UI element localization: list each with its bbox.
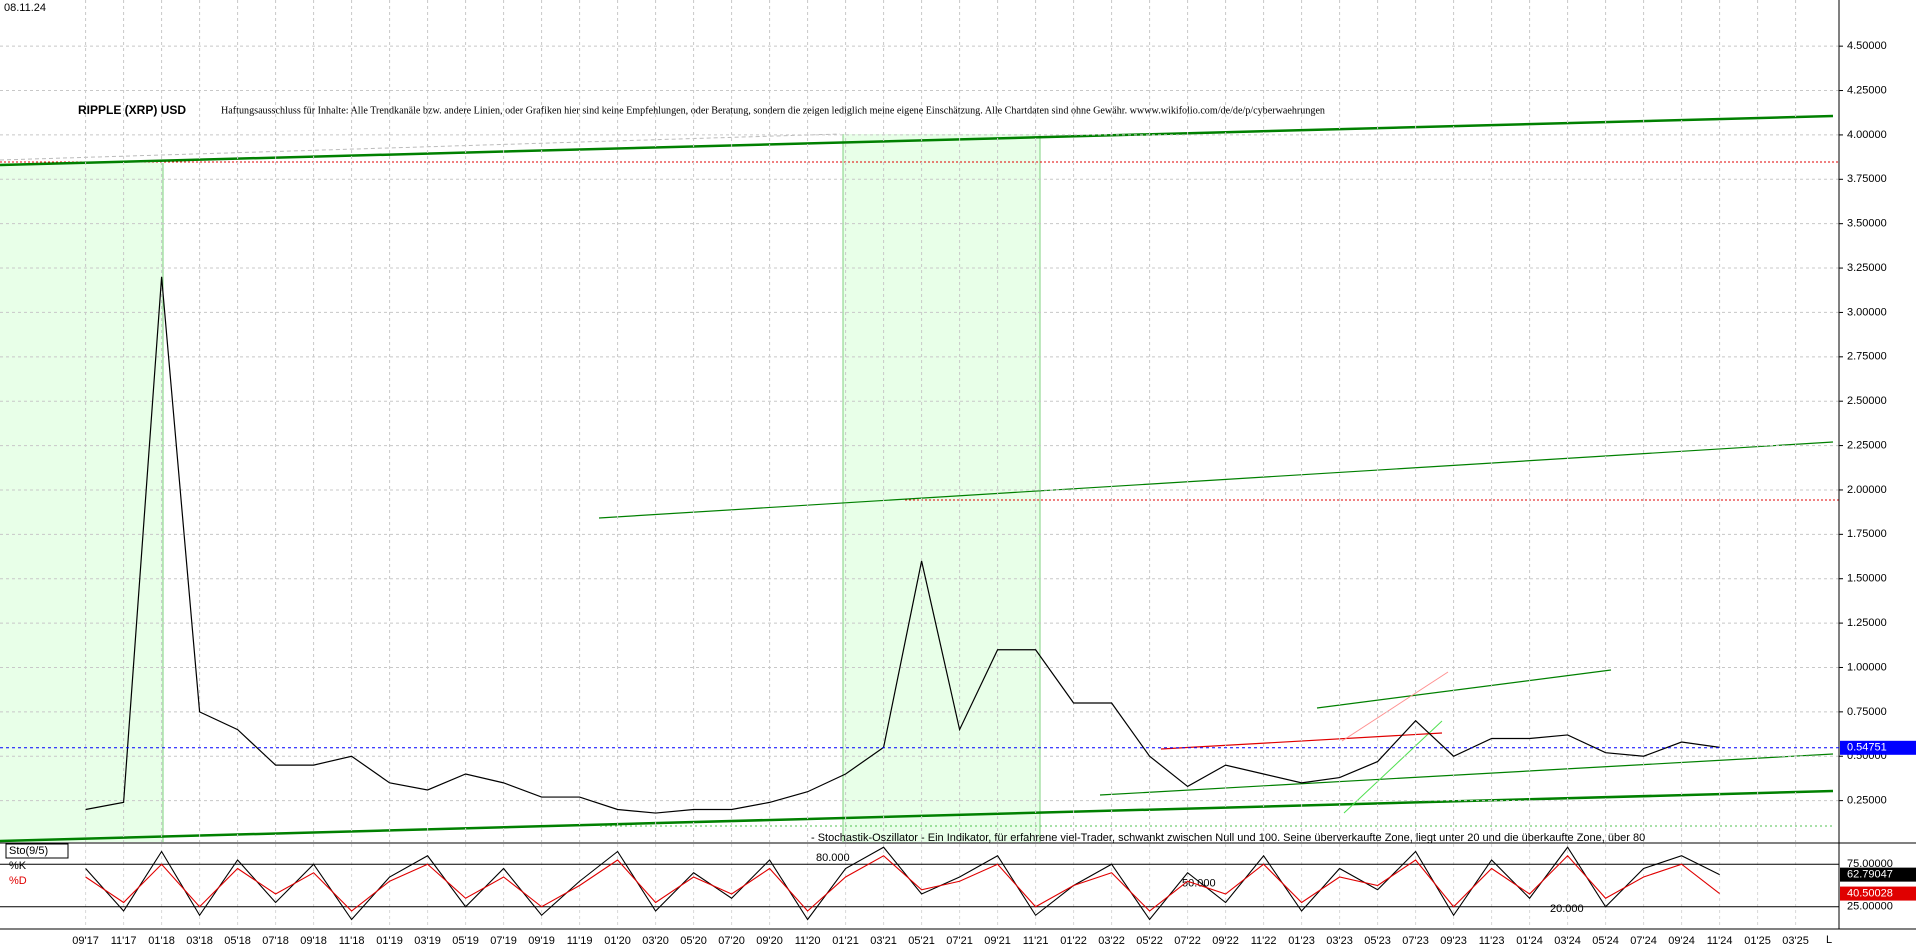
trend-line	[0, 789, 1834, 843]
x-tick-label: 01'19	[376, 935, 403, 947]
y-tick-label: 0.75000	[1847, 706, 1887, 718]
x-tick-label: 01'24	[1516, 935, 1543, 947]
x-tick-label: 07'23	[1402, 935, 1429, 947]
subtitle: Haftungsausschluss für Inhalte: Alle Tre…	[221, 105, 1325, 116]
y-tick-label: 4.25000	[1847, 84, 1887, 96]
trend-line	[0, 114, 1834, 167]
x-tick-label: 07'19	[490, 935, 517, 947]
level-label: 80.000	[816, 852, 850, 864]
line	[85, 846, 1720, 921]
y-tick-label: 25.00000	[1847, 901, 1893, 913]
trend-line	[1341, 671, 1449, 742]
x-tick-label: 11'22	[1251, 935, 1277, 947]
x-tick-label: 05'20	[680, 935, 707, 947]
last-value-box	[1840, 886, 1916, 901]
x-tick-label: 09'20	[756, 935, 783, 947]
x-tick-label: 03'24	[1554, 935, 1581, 947]
date: 08.11.24	[4, 2, 46, 14]
x-tick-label: 11'24	[1707, 935, 1733, 947]
y-tick-label: 4.50000	[1847, 40, 1887, 52]
x-tick-label: 07'20	[718, 935, 745, 947]
drawings	[0, 0, 1839, 843]
y-tick-label: 4.00000	[1847, 129, 1887, 141]
trend-line	[1343, 720, 1443, 814]
x-tick-label: 11'21	[1023, 935, 1049, 947]
y-tick-label: 1.25000	[1847, 617, 1887, 629]
x-tick-label: 03'22	[1098, 935, 1125, 947]
chart-title: RIPPLE (XRP) USD	[78, 103, 186, 117]
x-tick-label: 11'20	[795, 935, 821, 947]
level-label: 20.000	[1550, 903, 1584, 915]
y-tick-label: 0.25000	[1847, 795, 1887, 807]
last-value-label: 40.50028	[1847, 887, 1893, 899]
y-tick-label: 1.75000	[1847, 528, 1887, 540]
line	[85, 276, 1720, 814]
x-tick-label: 05'23	[1364, 935, 1391, 947]
x-tick-label: 03'19	[414, 935, 441, 947]
last-value-box	[1840, 740, 1916, 755]
indicator-title: Sto(9/5)	[9, 845, 48, 857]
x-tick-label: 11'18	[339, 935, 365, 947]
x-tick-label: 01'25	[1744, 935, 1771, 947]
zone	[0, 163, 163, 842]
y-tick-label: 3.50000	[1847, 218, 1887, 230]
trend-line	[598, 441, 1834, 519]
x-tick-label: 09'18	[300, 935, 327, 947]
last-value-label: 62.79047	[1847, 869, 1893, 881]
x-tick-label: 05'22	[1136, 935, 1163, 947]
last-value-label: 0.54751	[1847, 742, 1887, 754]
x-tick-label: 05'18	[224, 935, 251, 947]
y-tick-label: 2.25000	[1847, 439, 1887, 451]
y-tick-label: 3.75000	[1847, 173, 1887, 185]
y-tick-label: 2.75000	[1847, 351, 1887, 363]
x-tick-label: 09'21	[984, 935, 1011, 947]
x-tick-label: 01'21	[832, 935, 859, 947]
zone	[843, 134, 1040, 842]
y-tick-label: 2.00000	[1847, 484, 1887, 496]
annotation: - Stochastik-Oszillator - Ein Indikator,…	[811, 832, 1645, 844]
last-value-box	[1840, 867, 1916, 882]
level-label: 50.000	[1182, 877, 1216, 889]
trend-line	[1099, 753, 1834, 796]
x-tick-label: 01'22	[1060, 935, 1087, 947]
x-tick-label: 05'21	[908, 935, 935, 947]
x-tick-label: 07'24	[1630, 935, 1657, 947]
x-tick-label: 09'17	[72, 935, 99, 947]
line	[85, 854, 1720, 912]
x-tick-label: 03'23	[1326, 935, 1353, 947]
x-tick-label: 01'20	[604, 935, 631, 947]
x-tick-label: 07'18	[262, 935, 289, 947]
corner-label: L	[1826, 934, 1832, 946]
x-tick-label: 07'22	[1174, 935, 1201, 947]
y-tick-label: 1.50000	[1847, 573, 1887, 585]
y-tick-label: 3.25000	[1847, 262, 1887, 274]
x-tick-label: 09'19	[528, 935, 555, 947]
y-tick-label: 2.50000	[1847, 395, 1887, 407]
y-tick-label: 1.00000	[1847, 661, 1887, 673]
x-tick-label: 05'24	[1592, 935, 1619, 947]
x-tick-label: 07'21	[946, 935, 973, 947]
x-tick-label: 11'19	[567, 935, 593, 947]
x-tick-label: 01'23	[1288, 935, 1315, 947]
x-tick-label: 11'17	[111, 935, 137, 947]
x-tick-label: 09'24	[1668, 935, 1695, 947]
legend-label: %K	[9, 860, 27, 872]
indicator-box	[5, 843, 69, 859]
legend-label: %D	[9, 875, 27, 887]
x-tick-label: 01'18	[148, 935, 175, 947]
y-tick-label: 3.00000	[1847, 306, 1887, 318]
x-tick-label: 05'19	[452, 935, 479, 947]
trend-line	[0, 133, 841, 161]
x-tick-label: 03'25	[1782, 935, 1809, 947]
x-tick-label: 03'21	[870, 935, 897, 947]
x-tick-label: 11'23	[1479, 935, 1505, 947]
x-tick-label: 03'18	[186, 935, 213, 947]
y-tick-label: 75.00000	[1847, 858, 1893, 870]
x-tick-label: 09'23	[1440, 935, 1467, 947]
x-tick-label: 03'20	[642, 935, 669, 947]
x-tick-label: 09'22	[1212, 935, 1239, 947]
trend-line	[1316, 669, 1612, 709]
